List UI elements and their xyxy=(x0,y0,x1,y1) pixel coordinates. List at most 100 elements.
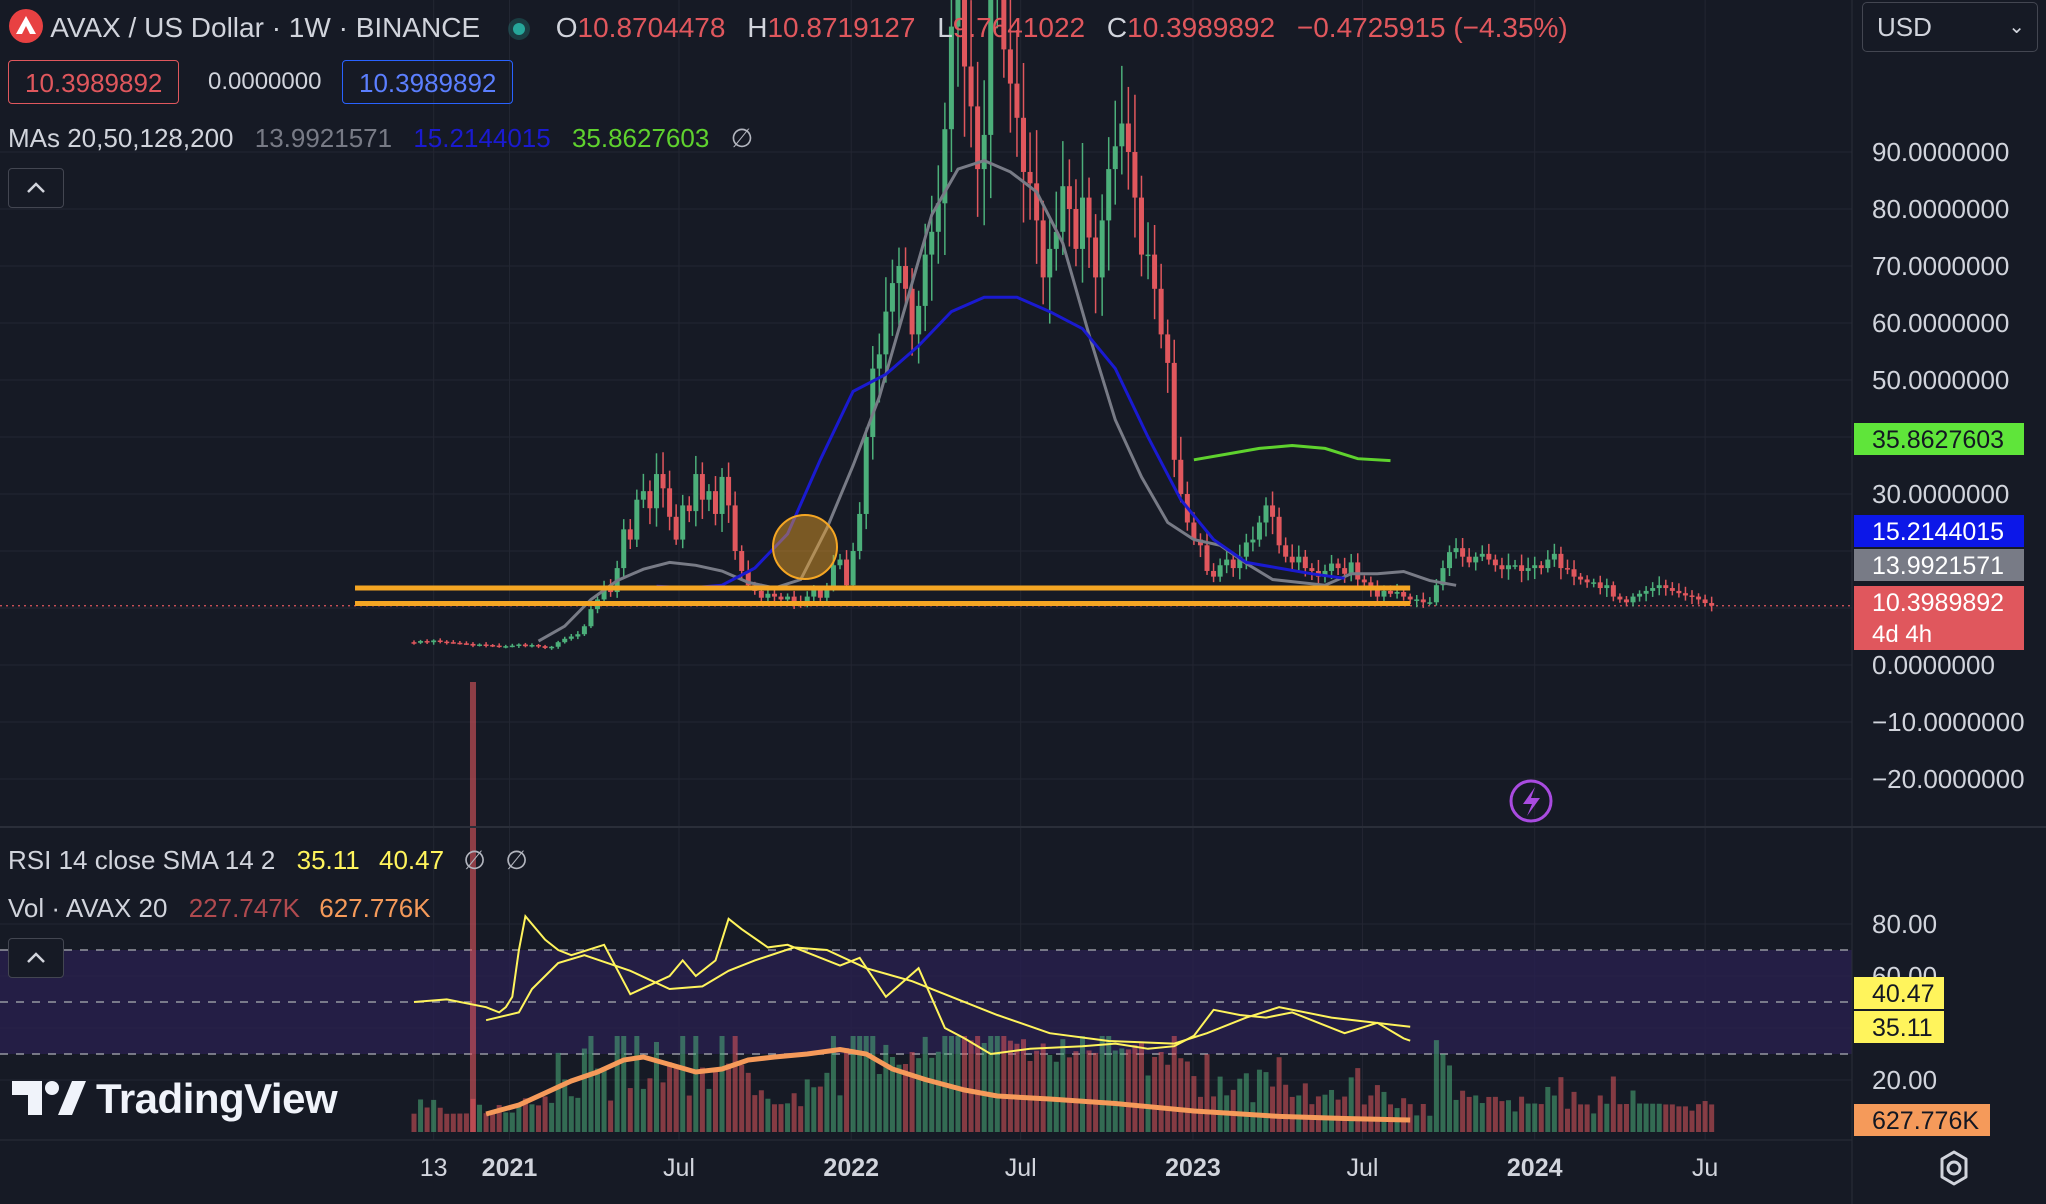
volume-bar xyxy=(1604,1103,1610,1132)
volume-ma-line xyxy=(485,1046,1411,1123)
candle-body xyxy=(1676,590,1682,594)
tradingview-logo-icon xyxy=(12,1081,86,1115)
ma-legend[interactable]: MAs 20,50,128,200 13.9921571 15.2144015 … xyxy=(8,123,753,154)
candle-body xyxy=(562,638,568,643)
candle-body xyxy=(1204,545,1210,571)
candle-body xyxy=(1250,539,1256,543)
ohlc-l-value: 9.7641022 xyxy=(952,12,1086,43)
candle-body xyxy=(1158,288,1164,335)
candle-body xyxy=(1283,545,1289,557)
volume-bar xyxy=(621,1036,627,1132)
volume-bar xyxy=(1447,1065,1453,1132)
volume-bar xyxy=(824,1072,830,1132)
collapse-legend-button[interactable] xyxy=(8,168,64,208)
candle-body xyxy=(1066,186,1072,209)
volume-bar xyxy=(647,1078,653,1132)
candle-body xyxy=(660,474,666,489)
time-tick-label: Jul xyxy=(1005,1154,1037,1182)
buy-button[interactable]: 10.3989892 xyxy=(342,60,514,104)
candle-body xyxy=(1433,585,1439,603)
candle-body xyxy=(529,645,535,647)
volume-bar xyxy=(686,1095,692,1132)
price-axis[interactable]: 90.0000000 80.0000000 70.0000000 60.0000000… xyxy=(1872,137,2025,794)
volume-bar xyxy=(955,1036,961,1132)
candle-body xyxy=(1407,596,1413,600)
volume-bar xyxy=(1171,1036,1177,1132)
volume-bar xyxy=(1119,1048,1125,1132)
currency-select[interactable]: USD ⌄ xyxy=(1862,2,2038,52)
volume-bar xyxy=(863,1036,869,1132)
rsi-line xyxy=(413,913,1411,1056)
candle-body xyxy=(1473,556,1479,563)
volume-bar xyxy=(1040,1043,1046,1132)
volume-bar xyxy=(1342,1096,1348,1132)
ma50-line xyxy=(656,295,1345,590)
volume-bar xyxy=(1466,1096,1472,1132)
volume-bar xyxy=(1650,1103,1656,1132)
volume-bar xyxy=(653,1041,659,1132)
candle-body xyxy=(771,593,777,597)
candle-body xyxy=(1165,334,1171,363)
volume-value: 227.747K xyxy=(188,893,301,923)
gear-icon[interactable] xyxy=(1934,1148,1974,1188)
spread-value: 0.0000000 xyxy=(208,68,322,95)
candle-body xyxy=(1106,169,1112,221)
rsi-badge xyxy=(1854,1104,1990,1136)
volume-bar xyxy=(595,1068,601,1132)
candle-body xyxy=(496,645,502,648)
volume-legend[interactable]: Vol · AVAX 20 227.747K 627.776K xyxy=(8,893,431,924)
price-tick-label: 80.0000000 xyxy=(1872,194,2009,224)
volume-bar xyxy=(549,1102,555,1132)
rsi-badge-label: 40.47 xyxy=(1872,980,1935,1008)
candle-body xyxy=(1361,579,1367,583)
volume-bar xyxy=(929,1057,935,1132)
support-lines[interactable] xyxy=(355,585,1411,606)
candle-body xyxy=(1270,505,1276,517)
volume-bar xyxy=(1191,1076,1197,1132)
rsi-legend[interactable]: RSI 14 close SMA 14 2 35.11 40.47 ∅ ∅ xyxy=(8,845,528,876)
volume-bar xyxy=(614,1036,620,1132)
price-tick-label: 90.0000000 xyxy=(1872,137,2009,167)
candle-body xyxy=(1597,582,1603,589)
volume-bar xyxy=(1329,1089,1335,1132)
volume-bar xyxy=(660,1082,666,1132)
candle-body xyxy=(1099,220,1105,278)
tradingview-logo[interactable]: TradingView xyxy=(12,1074,338,1124)
candle-body xyxy=(1079,197,1085,249)
candle-body xyxy=(1453,548,1459,553)
time-axis[interactable]: 13 2021 Jul 2022 Jul 2023 Jul 2024 Ju xyxy=(0,1139,1852,1182)
highlight-circle[interactable] xyxy=(772,514,838,580)
volume-bar xyxy=(431,1099,437,1132)
candle-body xyxy=(568,636,574,639)
candle-body xyxy=(1329,563,1335,571)
volume-bar xyxy=(1656,1103,1662,1132)
lightning-icon[interactable] xyxy=(1509,779,1553,823)
volume-bar xyxy=(1473,1095,1479,1132)
price-badge-label: 35.8627603 xyxy=(1872,426,2004,454)
volume-bar xyxy=(1243,1073,1249,1132)
volume-bar xyxy=(896,1064,902,1132)
candle-body xyxy=(1374,588,1380,597)
collapse-indicators-button[interactable] xyxy=(8,938,64,978)
volume-bar xyxy=(1427,1115,1433,1132)
sell-button[interactable]: 10.3989892 xyxy=(8,60,180,104)
candle-body xyxy=(1440,568,1446,586)
candle-body xyxy=(1519,565,1525,571)
volume-bar xyxy=(1237,1078,1243,1132)
volume-bar xyxy=(1512,1111,1518,1132)
candle-body xyxy=(1152,254,1158,289)
candle-body xyxy=(1093,237,1099,278)
volume-bar xyxy=(1519,1096,1525,1132)
candle-body xyxy=(726,476,732,506)
candle-body xyxy=(542,646,548,648)
volume-bar xyxy=(1709,1104,1715,1132)
candle-body xyxy=(1309,568,1315,571)
ohlc-c-label: C xyxy=(1106,12,1128,43)
symbol-title[interactable]: AVAX / US Dollar · 1W · BINANCE xyxy=(50,12,481,43)
candle-body xyxy=(955,0,961,27)
volume-bar xyxy=(758,1090,764,1132)
candles[interactable] xyxy=(411,0,1715,650)
candle-body xyxy=(811,589,817,597)
rsi-badge-label: 35.11 xyxy=(1872,1014,1933,1042)
